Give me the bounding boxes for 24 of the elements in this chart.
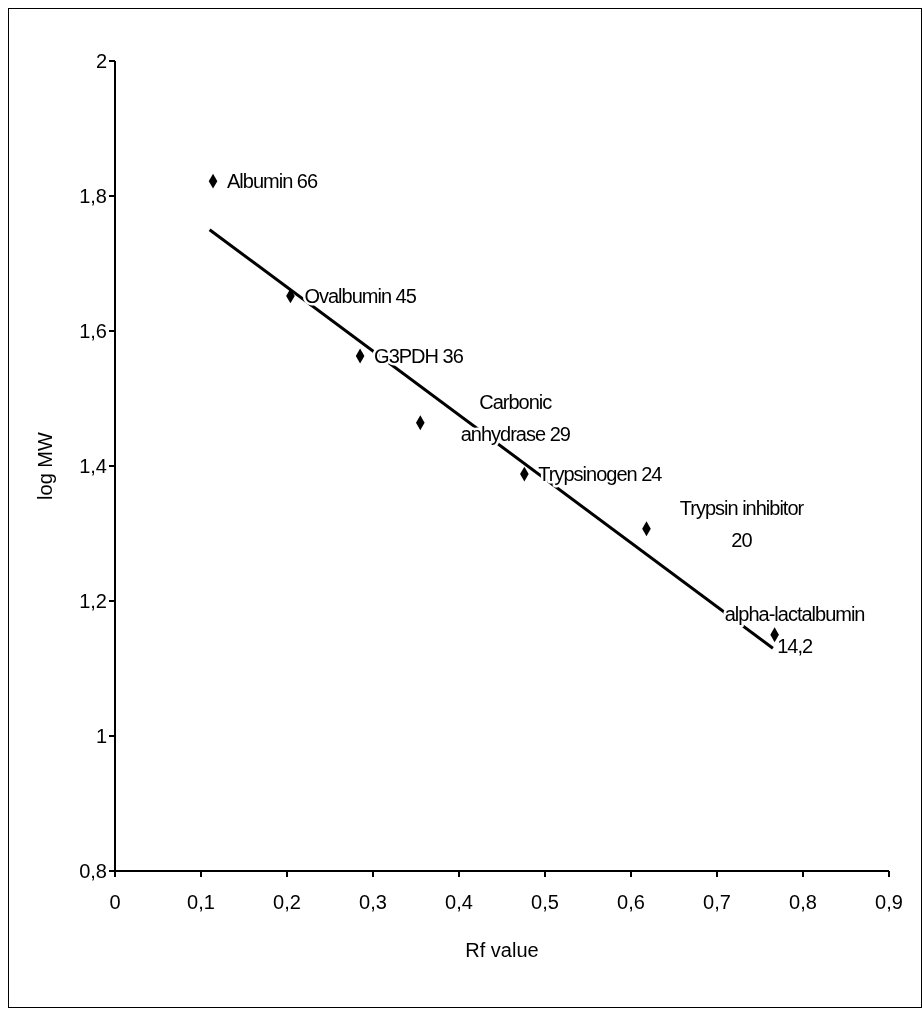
y-tick-label: 0,8 bbox=[79, 860, 107, 883]
x-tick-label: 0,9 bbox=[875, 891, 903, 914]
y-tick-label: 2 bbox=[95, 50, 107, 73]
x-tick-label: 0 bbox=[109, 891, 121, 914]
y-tick-label: 1,2 bbox=[79, 590, 107, 613]
y-tick-label: 1,8 bbox=[79, 185, 107, 208]
y-tick-label: 1 bbox=[95, 725, 107, 748]
x-axis-title: Rf value bbox=[465, 939, 539, 961]
x-tick-label: 0,3 bbox=[359, 891, 387, 914]
y-tick-label: 1,4 bbox=[79, 455, 107, 478]
x-tick-label: 0,8 bbox=[789, 891, 817, 914]
x-tick-label: 0,1 bbox=[187, 891, 215, 914]
annotation: alpha-lactalbumin 14,2 bbox=[724, 602, 865, 657]
y-axis-title: log MW bbox=[34, 431, 57, 500]
x-tick-label: 0,7 bbox=[703, 891, 731, 914]
x-tick-label: 0,2 bbox=[273, 891, 301, 914]
annotation: Albumin 66 bbox=[227, 170, 318, 193]
annotation: Ovalbumin 45 bbox=[304, 284, 417, 307]
annotation: Trypsinogen 24 bbox=[538, 463, 663, 486]
x-tick-label: 0,5 bbox=[531, 891, 559, 914]
y-tick-label: 1,6 bbox=[79, 320, 107, 343]
x-tick-label: 0,4 bbox=[445, 891, 473, 914]
annotation: Trypsin inhibitor 20 bbox=[679, 496, 805, 551]
x-tick-label: 0,6 bbox=[617, 891, 645, 914]
